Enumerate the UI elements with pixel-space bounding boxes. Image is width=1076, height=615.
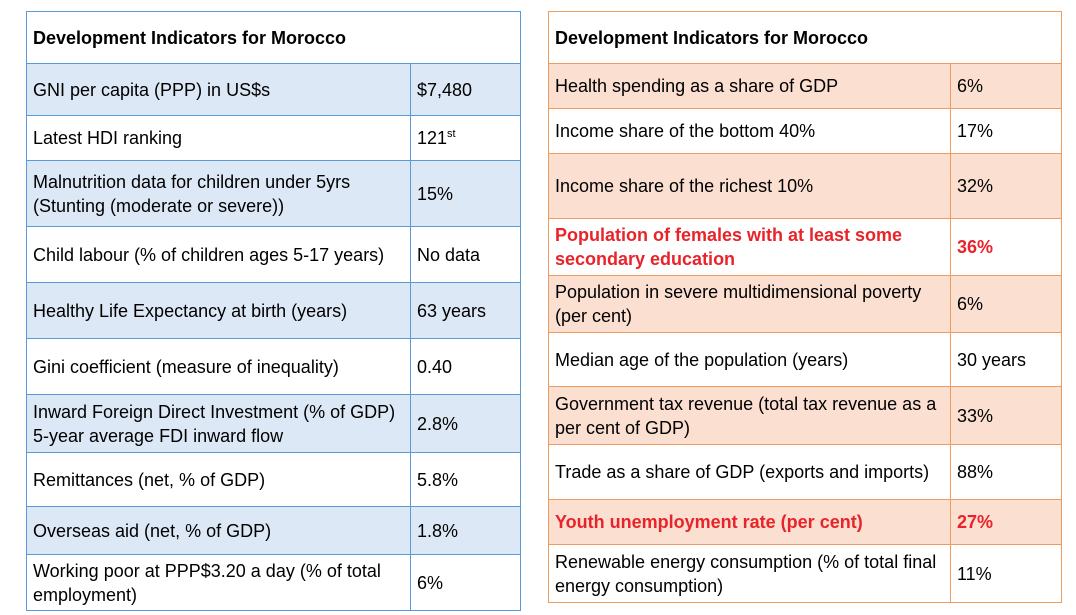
table-row-label: GNI per capita (PPP) in US$s [26,63,411,116]
table-row-label: Renewable energy consumption (% of total… [548,544,951,603]
table-row-label: Healthy Life Expectancy at birth (years) [26,282,411,339]
hdi-rank-number: 121 [417,128,448,148]
left-indicators-table: Development Indicators for Morocco GNI p… [26,11,521,611]
table-row-label: Income share of the richest 10% [548,153,951,219]
table-row-label: Malnutrition data for children under 5yr… [26,160,411,227]
table-row-value: 17% [950,108,1062,154]
right-table-title: Development Indicators for Morocco [548,11,1062,64]
table-row-value: 5.8% [410,452,521,507]
table-row-label: Working poor at PPP$3.20 a day (% of tot… [26,554,411,611]
table-row-label: Median age of the population (years) [548,332,951,387]
table-row-label: Trade as a share of GDP (exports and imp… [548,444,951,500]
table-row-value-highlight: 27% [950,499,1062,545]
table-row-label: Population in severe multidimensional po… [548,275,951,333]
table-row-value: 11% [950,544,1062,603]
table-row-label: Inward Foreign Direct Investment (% of G… [26,394,411,453]
table-row-value: 0.40 [410,338,521,395]
table-row-label: Government tax revenue (total tax revenu… [548,386,951,445]
table-row-label: Latest HDI ranking [26,115,411,161]
table-row-value: 2.8% [410,394,521,453]
table-row-label: Health spending as a share of GDP [548,63,951,109]
table-row-value: 15% [410,160,521,227]
table-row-label-highlight: Youth unemployment rate (per cent) [548,499,951,545]
table-row-value: 33% [950,386,1062,445]
table-row-value: 1.8% [410,506,521,555]
table-row-value: 32% [950,153,1062,219]
table-row-value: 88% [950,444,1062,500]
hdi-rank-suffix: st [447,128,456,140]
right-indicators-table: Development Indicators for Morocco Healt… [548,11,1062,603]
table-row-label: Remittances (net, % of GDP) [26,452,411,507]
table-row-label: Overseas aid (net, % of GDP) [26,506,411,555]
table-row-value: 63 years [410,282,521,339]
table-row-value: 6% [950,63,1062,109]
left-table-title: Development Indicators for Morocco [26,11,521,64]
table-row-label: Income share of the bottom 40% [548,108,951,154]
table-row-value-highlight: 36% [950,218,1062,276]
table-row-value: 30 years [950,332,1062,387]
table-row-value: 6% [950,275,1062,333]
table-row-label: Child labour (% of children ages 5-17 ye… [26,226,411,283]
table-row-label: Gini coefficient (measure of inequality) [26,338,411,395]
table-row-value: 121st [410,115,521,161]
table-row-value: $7,480 [410,63,521,116]
table-row-value: 6% [410,554,521,611]
table-row-value: No data [410,226,521,283]
table-row-label-highlight: Population of females with at least some… [548,218,951,276]
